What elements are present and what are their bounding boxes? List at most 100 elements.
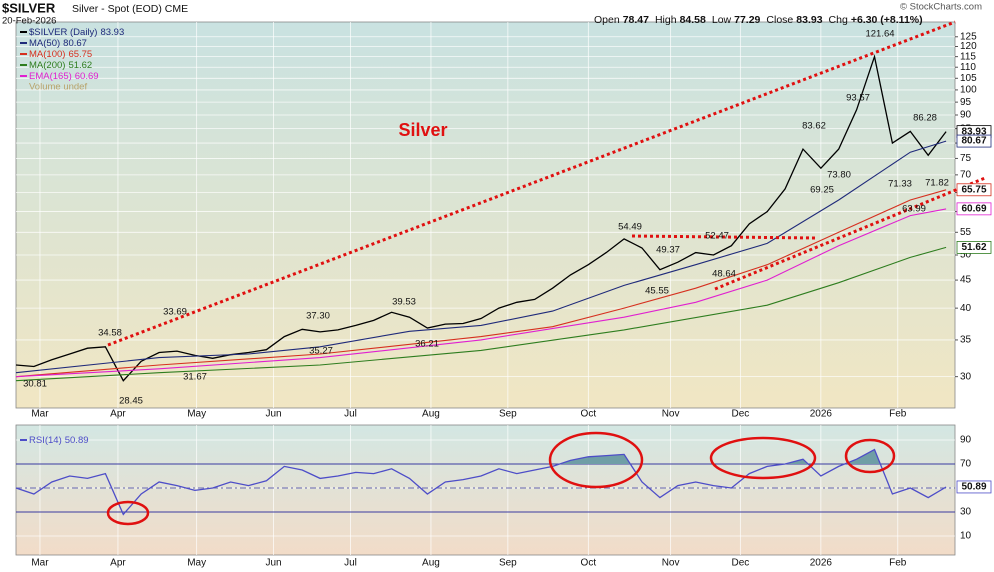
y-tick-label: 125 bbox=[960, 31, 977, 42]
x-tick-label: May bbox=[187, 409, 206, 420]
y-tick-label: 115 bbox=[960, 51, 976, 62]
legend-entry: MA(100) 65.75 bbox=[29, 49, 92, 60]
y-tick-label: 40 bbox=[960, 303, 972, 314]
quote-value: 84.58 bbox=[680, 14, 706, 26]
quote-value: 78.47 bbox=[623, 14, 649, 26]
y-tick-label: 105 bbox=[960, 73, 977, 84]
price-label: 54.49 bbox=[618, 222, 642, 233]
price-label: 86.28 bbox=[913, 113, 937, 124]
x-tick-label: Apr bbox=[110, 558, 126, 569]
credit: © StockCharts.com bbox=[900, 2, 982, 13]
x-tick-label: Mar bbox=[31, 409, 49, 420]
resistance-line bbox=[631, 234, 816, 240]
legend-entry: MA(200) 51.62 bbox=[29, 60, 92, 71]
ma-line bbox=[15, 140, 947, 374]
price-label: 28.45 bbox=[119, 396, 143, 407]
quote-label: Low bbox=[712, 14, 732, 26]
legend-entry: Volume undef bbox=[29, 82, 87, 93]
quote-value: 83.93 bbox=[796, 14, 822, 26]
legend-name: $SILVER (Daily) bbox=[29, 27, 97, 38]
y-tick-label: 30 bbox=[960, 507, 972, 518]
price-label: 49.37 bbox=[656, 245, 680, 256]
legend-name: EMA(165) bbox=[29, 71, 72, 82]
value-box-label: 65.75 bbox=[961, 184, 986, 195]
rsi-ellipse bbox=[844, 438, 896, 474]
price-label: 93.57 bbox=[846, 93, 870, 104]
legend-entry: EMA(165) 60.69 bbox=[29, 71, 99, 82]
price-label: 69.25 bbox=[810, 185, 834, 196]
x-tick-label: 2026 bbox=[810, 558, 833, 569]
x-tick-label: Dec bbox=[731, 409, 749, 420]
rsi-ellipse bbox=[106, 500, 150, 526]
price-label: 71.82 bbox=[925, 178, 949, 189]
y-tick-label: 95 bbox=[960, 97, 972, 108]
legend-entry: $SILVER (Daily) 83.93 bbox=[29, 27, 124, 38]
legend-name: MA(100) bbox=[29, 49, 65, 60]
price-label: 30.81 bbox=[23, 379, 47, 390]
price-panel bbox=[15, 21, 956, 409]
legend-value: 50.89 bbox=[65, 435, 89, 446]
y-tick-label: 70 bbox=[960, 170, 972, 181]
value-box bbox=[956, 241, 992, 254]
legend-value: 51.62 bbox=[68, 60, 92, 71]
rsi-ellipse bbox=[548, 431, 644, 489]
legend-entry: MA(50) 80.67 bbox=[29, 38, 87, 49]
value-box-label: 51.62 bbox=[961, 242, 986, 253]
x-tick-label: Jun bbox=[265, 409, 281, 420]
price-label: 121.64 bbox=[865, 29, 894, 40]
chart-date: 20-Feb-2026 bbox=[2, 16, 56, 27]
x-tick-label: Feb bbox=[889, 409, 907, 420]
legend-value: 60.69 bbox=[75, 71, 99, 82]
line-layer bbox=[15, 54, 947, 516]
value-box-label: 60.69 bbox=[961, 203, 986, 214]
legend-value: 65.75 bbox=[68, 49, 92, 60]
x-tick-label: Feb bbox=[889, 558, 907, 569]
trend-line-upper bbox=[107, 20, 956, 347]
x-tick-label: Nov bbox=[662, 558, 680, 569]
x-tick-label: Apr bbox=[110, 409, 126, 420]
price-label: 73.80 bbox=[827, 170, 851, 181]
x-tick-label: Sep bbox=[499, 558, 517, 569]
legend-name: RSI(14) bbox=[29, 435, 62, 446]
trend-line-lower bbox=[714, 176, 986, 291]
x-tick-label: 2026 bbox=[810, 409, 833, 420]
value-box-label: 50.89 bbox=[961, 482, 986, 493]
price-label: 34.58 bbox=[98, 328, 122, 339]
quote-label: High bbox=[655, 14, 677, 26]
y-tick-label: 30 bbox=[960, 371, 972, 382]
x-tick-label: Oct bbox=[581, 409, 597, 420]
x-tick-label: Jul bbox=[344, 558, 357, 569]
value-box-label: 83.93 bbox=[961, 126, 986, 137]
x-tick-label: Oct bbox=[581, 558, 597, 569]
rsi-overbought-fill bbox=[16, 449, 947, 465]
y-tick-label: 45 bbox=[960, 275, 972, 286]
quote-value: 77.29 bbox=[734, 14, 760, 26]
x-tick-label: Aug bbox=[422, 409, 440, 420]
price-label: 39.53 bbox=[392, 297, 416, 308]
y-tick-label: 35 bbox=[960, 335, 972, 346]
y-tick-label: 120 bbox=[960, 41, 977, 52]
value-box bbox=[956, 480, 992, 494]
chart-title: $SILVER bbox=[2, 0, 56, 15]
ma-line bbox=[15, 189, 947, 378]
value-box-label: 80.67 bbox=[961, 136, 986, 147]
price-label: 71.33 bbox=[888, 179, 912, 190]
quote-label: Close bbox=[766, 14, 793, 26]
price-label: 63.99 bbox=[902, 204, 926, 215]
x-tick-label: Mar bbox=[31, 558, 49, 569]
price-label: 33.69 bbox=[163, 307, 187, 318]
price-label: 52.47 bbox=[705, 231, 729, 242]
y-tick-label: 10 bbox=[960, 531, 972, 542]
rsi-panel bbox=[15, 424, 956, 556]
quote: Open 78.47 High 84.58 Low 77.29 Close 83.93 Chg +… bbox=[594, 14, 923, 26]
top-layer: Mar Mar Apr Apr May May Jun Jun Jul Jul Aug Aug Sep S… bbox=[20, 27, 992, 569]
price-label: 35.27 bbox=[309, 346, 333, 357]
y-tick-label: 110 bbox=[960, 62, 976, 73]
rsi-ellipse bbox=[709, 436, 817, 480]
x-tick-label: Jul bbox=[344, 409, 357, 420]
x-tick-label: May bbox=[187, 558, 206, 569]
value-box bbox=[956, 134, 992, 148]
price-label: 83.62 bbox=[802, 121, 826, 132]
price-label: 37.30 bbox=[306, 311, 330, 322]
